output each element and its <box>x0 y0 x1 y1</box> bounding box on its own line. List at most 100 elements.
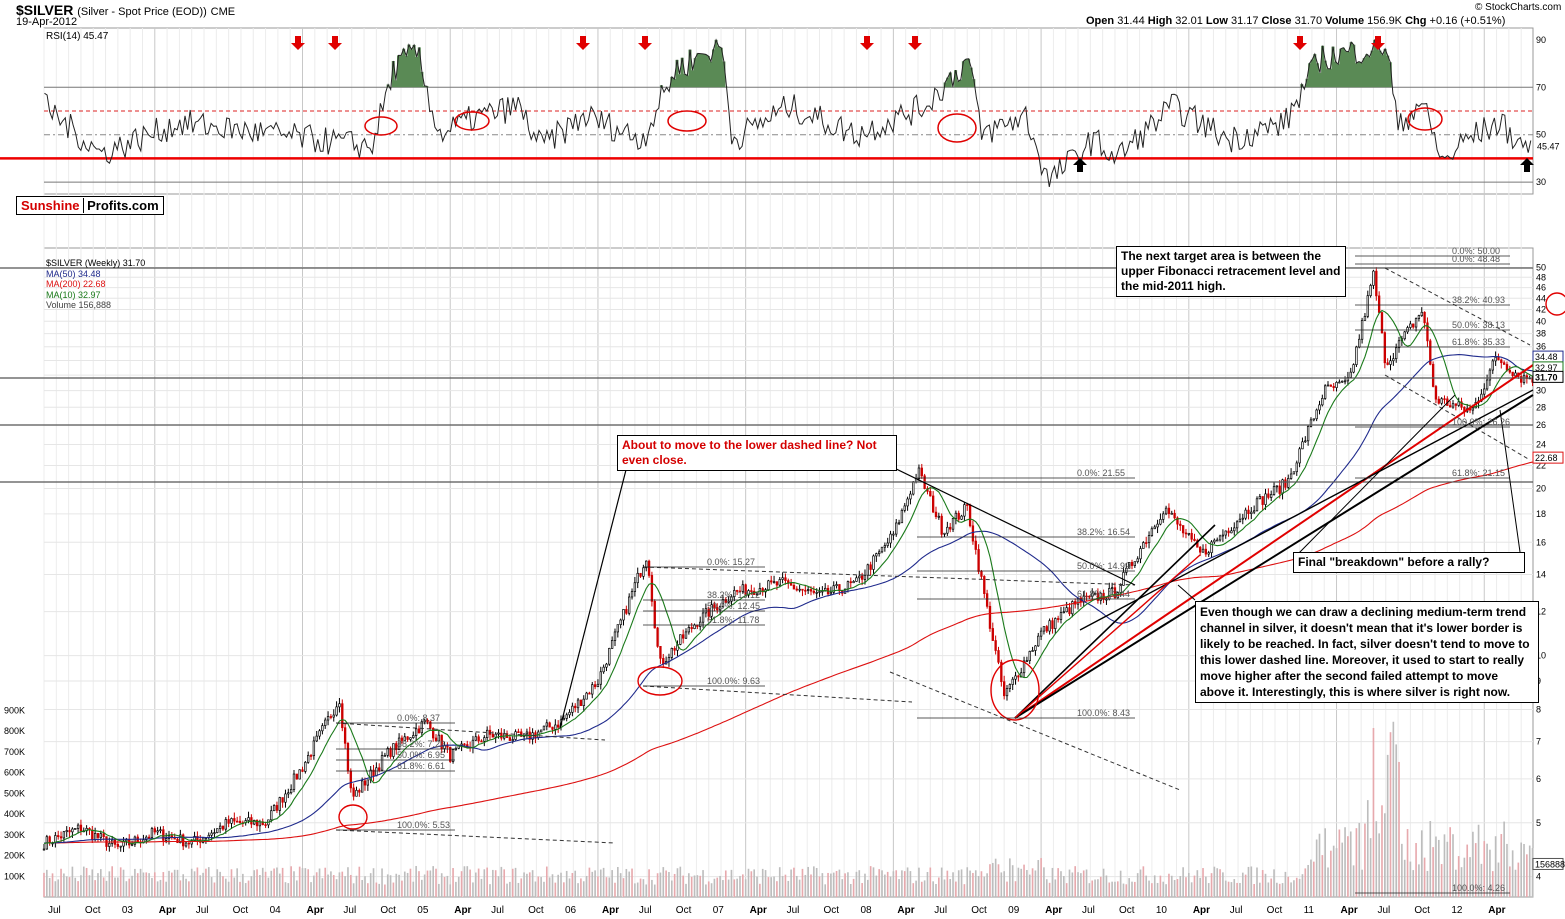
volume-bar <box>139 868 142 897</box>
volume-bar <box>474 872 477 897</box>
fib-level-label: 61.8%: 11.78 <box>707 615 759 625</box>
uptrend-line <box>1014 364 1534 719</box>
volume-bar <box>682 875 684 897</box>
volume-bar <box>1148 880 1150 897</box>
candle-body <box>886 542 889 546</box>
candle-body <box>1426 322 1429 342</box>
candle-body <box>164 838 168 841</box>
candle-body <box>1056 618 1060 620</box>
volume-bar <box>1216 868 1219 897</box>
candle-body <box>62 831 66 839</box>
fib-level-label: 50.0%: 38.13 <box>1452 320 1505 330</box>
volume-bar <box>1170 875 1173 897</box>
volume-bar <box>1466 844 1469 897</box>
x-tick-label: 09 <box>1008 905 1020 916</box>
volume-bar <box>1440 864 1443 897</box>
volume-tick-label: 900K <box>4 705 25 715</box>
candle-body <box>795 588 798 591</box>
candle-body <box>568 711 571 716</box>
volume-bar <box>304 868 307 897</box>
volume-bar <box>298 866 301 897</box>
candle-body <box>849 581 852 584</box>
candle-body <box>1324 385 1327 399</box>
volume-bar <box>349 874 352 897</box>
candle-body <box>815 592 818 594</box>
candle-body <box>994 640 997 651</box>
candle-body <box>659 646 662 659</box>
red-down-arrow <box>1293 36 1307 50</box>
volume-bar <box>980 871 983 897</box>
volume-bar <box>1378 833 1380 897</box>
volume-bar <box>685 883 687 897</box>
candle-body <box>1287 478 1290 488</box>
candle-body <box>730 596 733 602</box>
volume-bar <box>486 867 488 897</box>
volume-bar <box>1455 869 1457 897</box>
volume-bar <box>51 873 54 897</box>
candle-body <box>437 734 441 742</box>
volume-bar <box>707 881 710 897</box>
x-tick-label: Oct <box>85 905 101 916</box>
volume-bar <box>199 875 202 897</box>
candle-body <box>96 833 100 838</box>
candle-body <box>71 828 74 833</box>
price-tick-label: 4 <box>1536 872 1541 882</box>
candle-body <box>1386 362 1389 365</box>
candle-body <box>1335 381 1338 388</box>
legend-ma10: MA(10) 32.97 <box>46 289 101 300</box>
volume-bar <box>227 881 230 897</box>
volume-bar <box>358 866 361 897</box>
volume-bar <box>852 878 855 897</box>
trend-channel-line <box>335 829 616 844</box>
volume-bar <box>849 883 852 897</box>
candle-body <box>1395 347 1398 360</box>
volume-bar <box>1003 871 1005 897</box>
volume-bar <box>744 879 747 897</box>
fib-level-label: 0.0%: 8.37 <box>397 713 440 723</box>
volume-bar <box>338 872 341 897</box>
volume-bar <box>398 874 400 897</box>
volume-bar <box>423 874 426 897</box>
volume-bar <box>699 875 702 897</box>
candle-body <box>1068 607 1071 615</box>
volume-bar <box>1369 838 1372 897</box>
price-tick-label: 50 <box>1536 262 1546 272</box>
volume-bar <box>296 880 298 897</box>
candle-body <box>397 737 401 751</box>
x-tick-label: Jul <box>1377 905 1390 916</box>
candle-body <box>289 789 293 794</box>
candle-body <box>650 575 654 602</box>
volume-bar <box>270 870 273 897</box>
candle-body <box>1147 535 1151 544</box>
candle-body <box>520 731 523 737</box>
candle-body <box>954 512 958 519</box>
candle-body <box>1352 364 1355 373</box>
x-tick-label: Oct <box>380 905 396 916</box>
candle-body <box>1349 371 1352 378</box>
x-tick-label: 04 <box>270 905 282 916</box>
candle-body <box>1434 386 1438 400</box>
volume-bar <box>955 881 957 897</box>
candle-body <box>647 560 651 576</box>
price-value-label: 32.97 <box>1535 363 1558 373</box>
volume-bar <box>412 881 415 897</box>
volume-bar <box>1341 842 1344 897</box>
candle-body <box>747 590 750 596</box>
volume-bar <box>114 877 116 897</box>
candle-body <box>1042 626 1046 632</box>
candle-body <box>193 835 196 842</box>
volume-bar <box>912 883 915 897</box>
x-tick-label: Jul <box>639 905 652 916</box>
candle-body <box>866 564 869 576</box>
volume-bar <box>1295 877 1298 897</box>
fib-level-label: 61.8%: 21.15 <box>1452 468 1505 478</box>
volume-bar <box>429 870 432 897</box>
x-tick-label: Oct <box>1267 905 1283 916</box>
candle-body <box>596 683 600 688</box>
candle-body <box>1440 398 1443 404</box>
fib-level-label: 100.0%: 26.26 <box>1452 417 1510 427</box>
volume-bar <box>355 875 358 897</box>
candle-body <box>1113 587 1117 599</box>
volume-tick-label: 800K <box>4 726 25 736</box>
volume-bar <box>793 867 795 897</box>
